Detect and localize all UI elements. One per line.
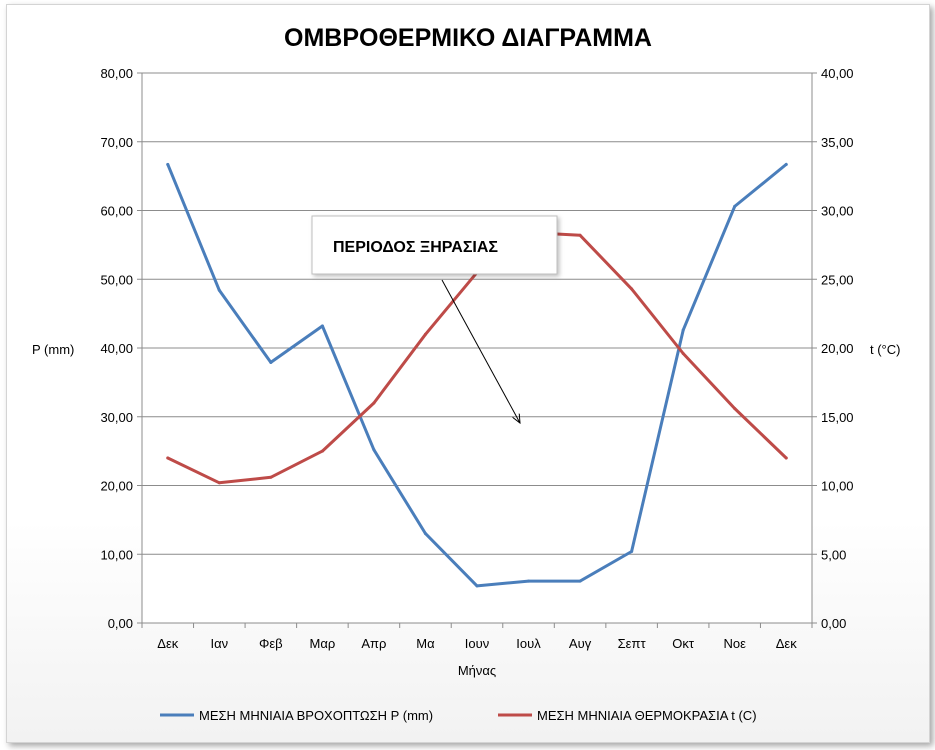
left-tick-label: 50,00 xyxy=(100,272,133,287)
temperature-point xyxy=(372,401,376,405)
right-tick-label: 40,00 xyxy=(821,66,854,81)
right-tick-label: 35,00 xyxy=(821,135,854,150)
precipitation-point xyxy=(217,288,221,292)
left-axis-ticks: 0,00 10,00 20,00 30,00 40,00 50,00 60,00 70,00 8… xyxy=(100,66,142,631)
x-tick-label: Νοε xyxy=(723,636,746,651)
x-axis-ticks: Δεκ Ιαν Φεβ Μαρ Απρ Μα Ιουν Ιουλ Αυγ Σεπτ Οκτ Νοε Δε… xyxy=(141,623,813,651)
annotation-arrow xyxy=(441,279,520,423)
temperature-point xyxy=(578,233,582,237)
right-tick-label: 0,00 xyxy=(821,616,846,631)
left-tick-label: 30,00 xyxy=(100,410,133,425)
right-tick-label: 20,00 xyxy=(821,341,854,356)
chart-title: ΟΜΒΡΟΘΕΡΜΙΚΟ ΔΙΑΓΡΑΜΜΑ xyxy=(284,24,652,52)
gridlines xyxy=(142,141,812,555)
x-tick-label: Δεκ xyxy=(776,636,797,651)
legend-label-precipitation: ΜΕΣΗ ΜΗΝΙΑΙΑ ΒΡΟΧΟΠΤΩΣΗ P (mm) xyxy=(199,708,433,723)
annotation-box xyxy=(311,215,558,275)
annotation-label: ΠΕΡΙΟΔΟΣ ΞΗΡΑΣΙΑΣ xyxy=(333,239,498,256)
y-axis-left-title: P (mm) xyxy=(32,342,74,357)
left-tick-label: 20,00 xyxy=(100,479,133,494)
precipitation-point xyxy=(527,579,531,583)
precipitation-point xyxy=(269,360,273,364)
x-tick-label: Μαρ xyxy=(310,636,336,651)
ombrothermic-chart: ΟΜΒΡΟΘΕΡΜΙΚΟ ΔΙΑΓΡΑΜΜΑ 0,00 10,00 20,00 30,… xyxy=(32,24,900,723)
precipitation-point xyxy=(578,579,582,583)
x-tick-label: Ιουλ xyxy=(516,636,541,651)
temperature-point xyxy=(733,407,737,410)
precipitation-point xyxy=(423,532,427,536)
temperature-point xyxy=(784,456,788,460)
temperature-point xyxy=(423,332,427,336)
x-tick-label: Μα xyxy=(416,636,435,651)
x-tick-label: Απρ xyxy=(361,636,386,651)
right-tick-label: 15,00 xyxy=(821,410,854,425)
right-tick-label: 5,00 xyxy=(821,547,846,562)
chart-frame: ΟΜΒΡΟΘΕΡΜΙΚΟ ΔΙΑΓΡΑΜΜΑ 0,00 10,00 20,00 30,… xyxy=(6,4,930,743)
right-tick-label: 10,00 xyxy=(821,479,854,494)
right-tick-label: 25,00 xyxy=(821,272,854,287)
temperature-point xyxy=(630,287,634,291)
temperature-point xyxy=(681,352,685,355)
left-tick-label: 40,00 xyxy=(100,341,133,356)
precipitation-point xyxy=(320,324,324,328)
temperature-point xyxy=(320,449,324,453)
left-tick-label: 70,00 xyxy=(100,135,133,150)
drought-annotation: ΠΕΡΙΟΔΟΣ ΞΗΡΑΣΙΑΣ xyxy=(311,215,558,423)
right-tick-label: 30,00 xyxy=(821,204,854,219)
precipitation-point xyxy=(372,448,376,452)
precipitation-point xyxy=(681,328,685,332)
temperature-point xyxy=(166,456,170,460)
x-tick-label: Φεβ xyxy=(259,636,283,651)
temperature-point xyxy=(217,481,221,485)
x-tick-label: Αυγ xyxy=(569,636,592,651)
left-tick-label: 80,00 xyxy=(100,66,133,81)
left-tick-label: 10,00 xyxy=(100,547,133,562)
x-tick-label: Δεκ xyxy=(157,636,178,651)
x-tick-label: Σεπτ xyxy=(618,636,647,651)
precipitation-point xyxy=(166,162,170,166)
x-tick-label: Οκτ xyxy=(672,636,695,651)
left-tick-label: 0,00 xyxy=(108,616,133,631)
x-axis-title: Μήνας xyxy=(458,663,496,678)
precipitation-point xyxy=(475,584,479,588)
x-tick-label: Ιαν xyxy=(210,636,228,651)
right-axis-ticks: 0,00 5,00 10,00 15,00 20,00 25,00 30,00 35,00 40… xyxy=(812,66,854,631)
x-tick-label: Ιουν xyxy=(465,636,489,651)
legend: ΜΕΣΗ ΜΗΝΙΑΙΑ ΒΡΟΧΟΠΤΩΣΗ P (mm) ΜΕΣΗ ΜΗΝΙ… xyxy=(160,708,757,723)
temperature-point xyxy=(269,475,273,479)
left-tick-label: 60,00 xyxy=(100,204,133,219)
legend-label-temperature: ΜΕΣΗ ΜΗΝΙΑΙΑ ΘΕΡΜΟΚΡΑΣΙΑ t (C) xyxy=(537,708,757,723)
precipitation-point xyxy=(733,204,737,208)
precipitation-point xyxy=(630,550,634,553)
y-axis-right-title: t (°C) xyxy=(870,342,900,357)
precipitation-point xyxy=(784,162,788,166)
